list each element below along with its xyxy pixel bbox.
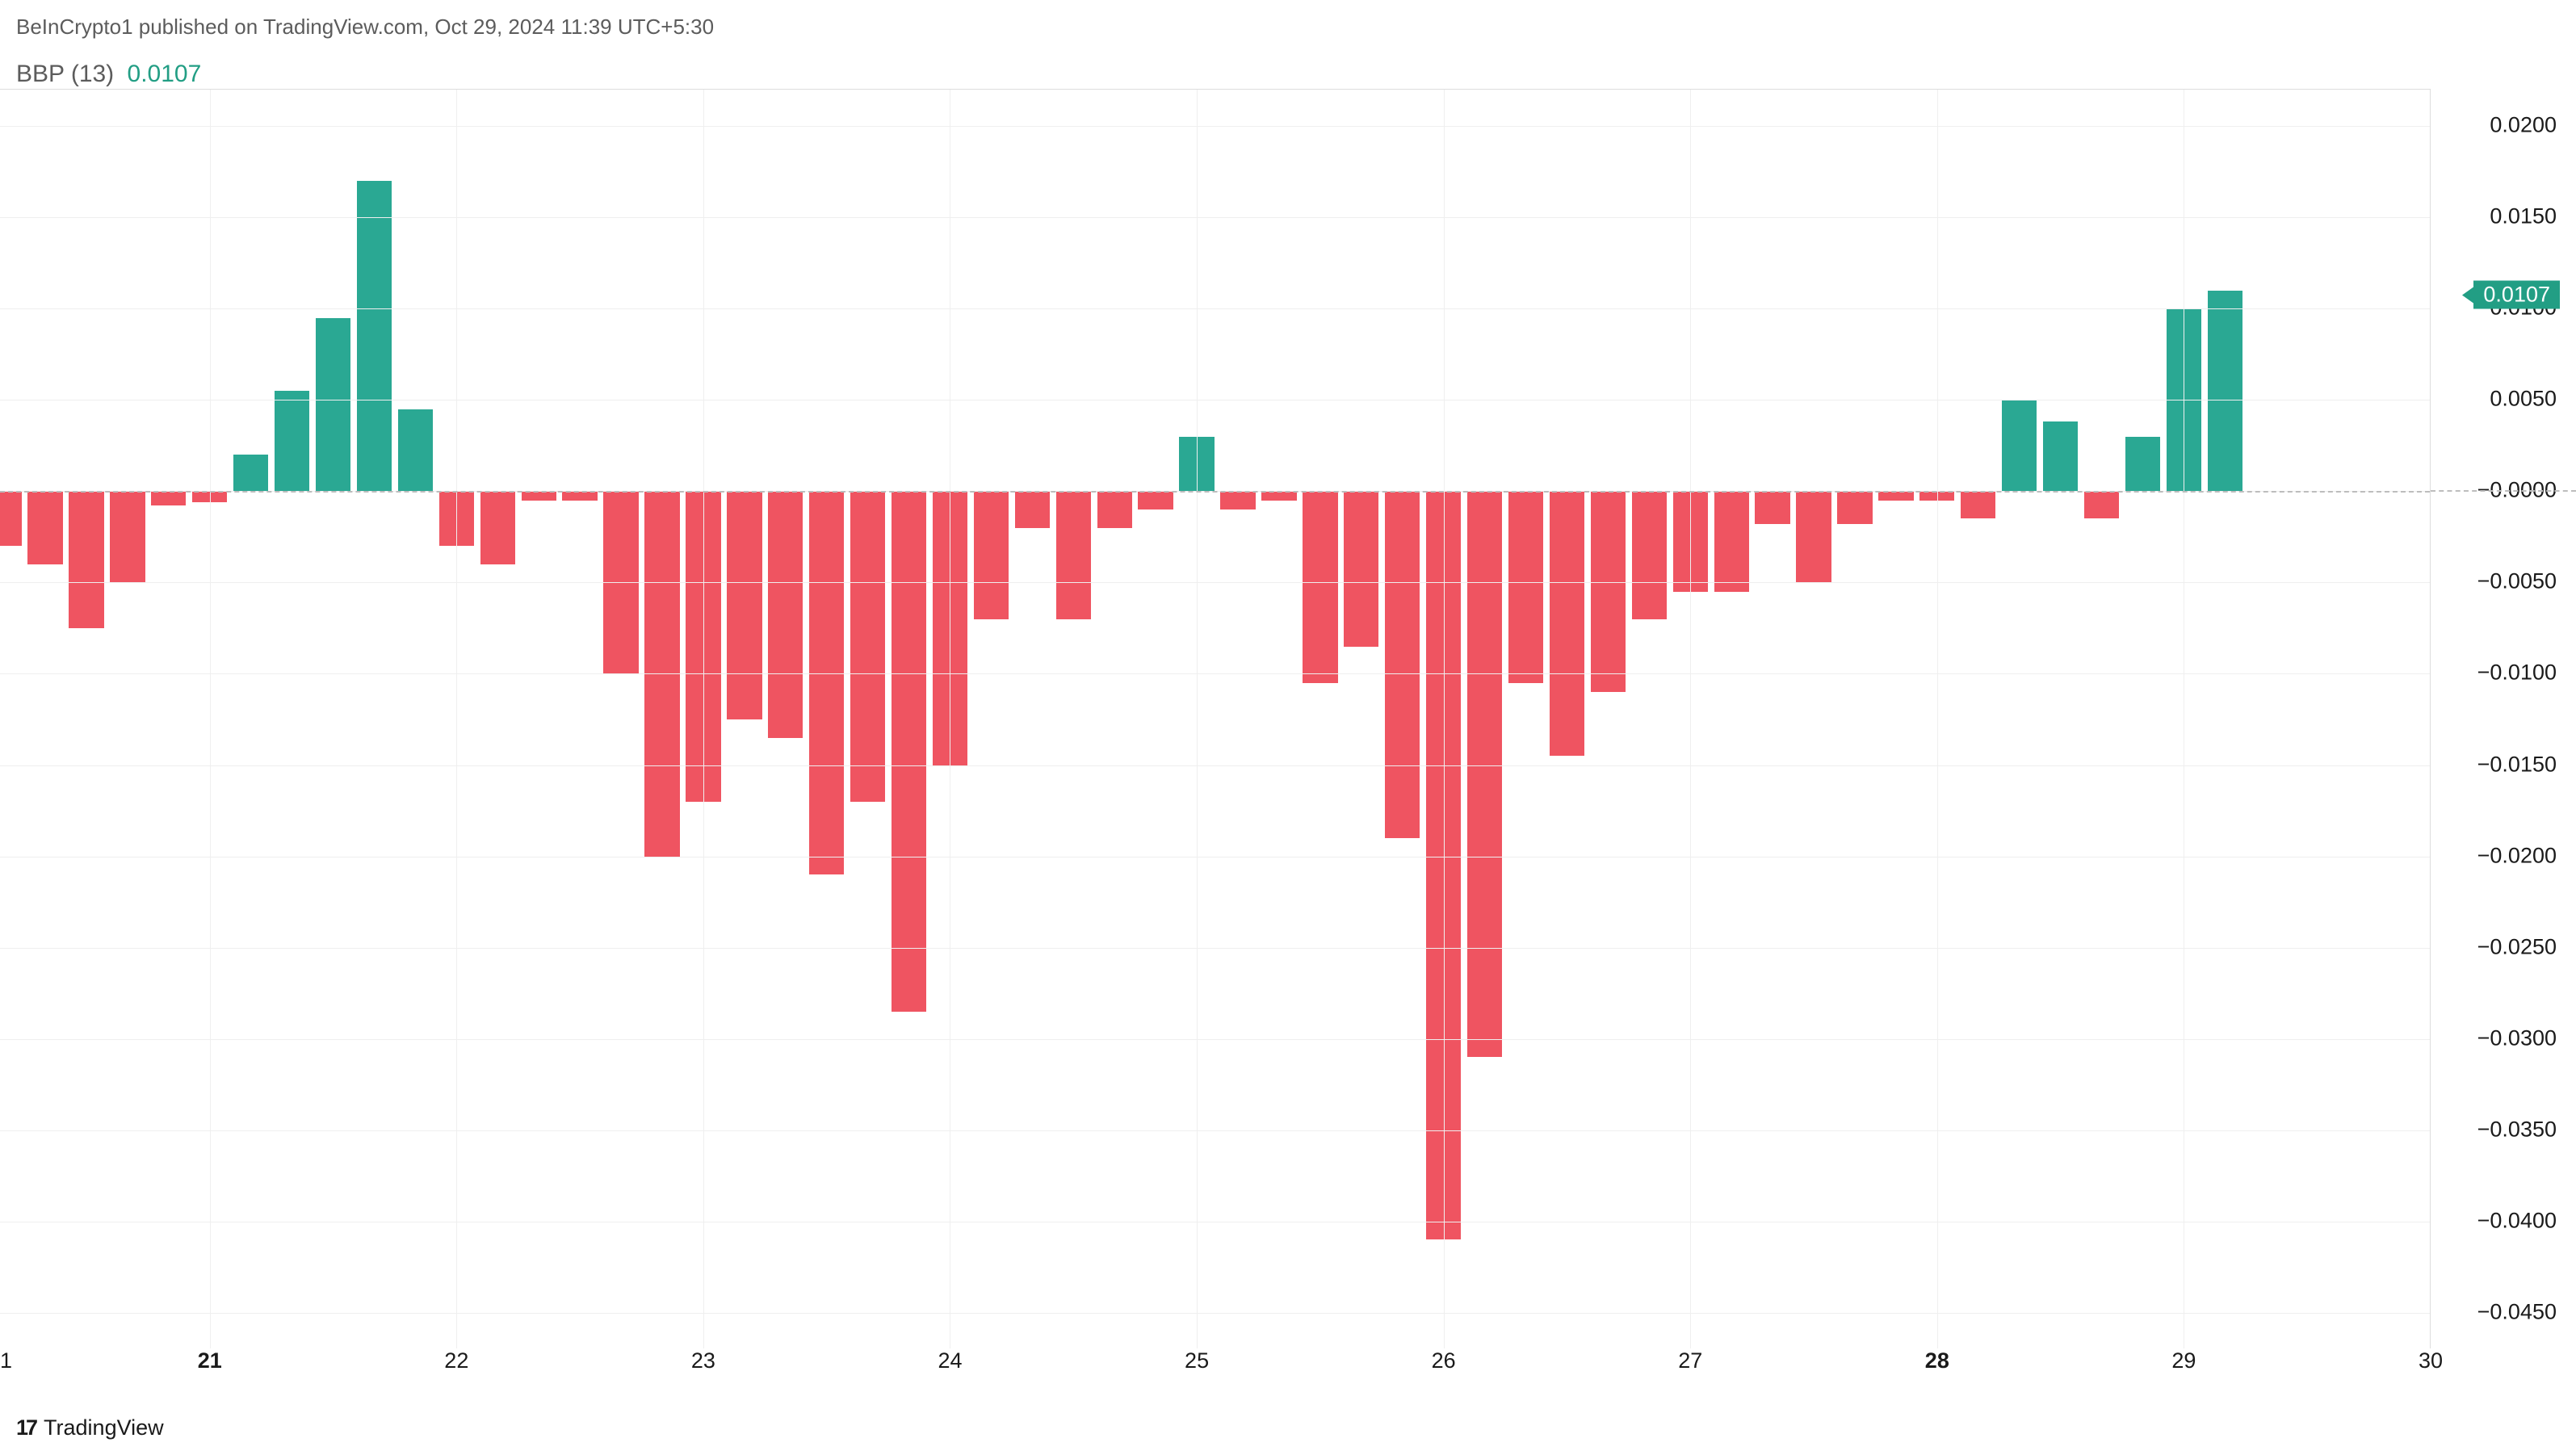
histogram-bar[interactable] bbox=[27, 491, 62, 564]
histogram-bar[interactable] bbox=[2002, 400, 2037, 491]
zero-line-extension bbox=[2431, 490, 2576, 492]
histogram-bar[interactable] bbox=[398, 409, 433, 492]
x-axis-label: 24 bbox=[938, 1348, 962, 1373]
histogram-bar[interactable] bbox=[1097, 491, 1132, 527]
histogram-bar[interactable] bbox=[1591, 491, 1626, 692]
gridline-horizontal bbox=[0, 308, 2430, 309]
y-axis-label: 0.0150 bbox=[2490, 204, 2557, 229]
histogram-bar[interactable] bbox=[1138, 491, 1173, 509]
x-axis-label: 1 bbox=[0, 1348, 12, 1373]
histogram-bar[interactable] bbox=[2208, 291, 2242, 492]
y-axis-label: −0.0450 bbox=[2477, 1299, 2557, 1324]
gridline-vertical bbox=[1690, 90, 1691, 1348]
gridline-horizontal bbox=[0, 765, 2430, 766]
x-axis-label: 28 bbox=[1925, 1348, 1949, 1373]
y-axis-label: −0.0150 bbox=[2477, 752, 2557, 777]
indicator-value: 0.0107 bbox=[128, 61, 202, 87]
histogram-bar[interactable] bbox=[1796, 491, 1831, 582]
histogram-bar[interactable] bbox=[727, 491, 761, 719]
histogram-bar[interactable] bbox=[1837, 491, 1872, 524]
histogram-bar[interactable] bbox=[1550, 491, 1584, 756]
gridline-horizontal bbox=[0, 1313, 2430, 1314]
histogram-bar[interactable] bbox=[110, 491, 145, 582]
histogram-bar[interactable] bbox=[1220, 491, 1255, 509]
gridline-vertical bbox=[456, 90, 457, 1348]
chart-attribution: BeInCrypto1 published on TradingView.com… bbox=[16, 15, 714, 40]
indicator-legend: BBP (13) 0.0107 bbox=[16, 61, 201, 88]
histogram-bar[interactable] bbox=[1056, 491, 1091, 618]
x-axis-label: 22 bbox=[444, 1348, 468, 1373]
y-axis[interactable]: 0.02000.01500.01000.0050−0.0000−0.0050−0… bbox=[2431, 89, 2576, 1348]
histogram-bar[interactable] bbox=[275, 391, 309, 491]
zero-line bbox=[0, 491, 2430, 493]
y-axis-label: −0.0200 bbox=[2477, 843, 2557, 868]
histogram-bar[interactable] bbox=[1714, 491, 1749, 591]
y-axis-label: −0.0300 bbox=[2477, 1025, 2557, 1050]
y-axis-label: −0.0250 bbox=[2477, 934, 2557, 959]
histogram-bar[interactable] bbox=[0, 491, 22, 546]
current-value-badge: 0.0107 bbox=[2473, 281, 2560, 309]
histogram-bar[interactable] bbox=[1632, 491, 1667, 618]
histogram-bar[interactable] bbox=[1467, 491, 1502, 1057]
histogram-bar[interactable] bbox=[151, 491, 186, 505]
histogram-bar[interactable] bbox=[974, 491, 1009, 618]
histogram-bar[interactable] bbox=[69, 491, 103, 628]
gridline-vertical bbox=[1444, 90, 1445, 1348]
histogram-bar[interactable] bbox=[357, 181, 392, 491]
bars-layer bbox=[0, 90, 2430, 1348]
gridline-horizontal bbox=[0, 126, 2430, 127]
y-axis-label: 0.0050 bbox=[2490, 387, 2557, 412]
histogram-bar[interactable] bbox=[2043, 421, 2078, 491]
histogram-bar[interactable] bbox=[892, 491, 926, 1011]
y-axis-label: −0.0350 bbox=[2477, 1117, 2557, 1142]
tradingview-watermark: 17 TradingView bbox=[16, 1415, 164, 1440]
histogram-bar[interactable] bbox=[480, 491, 515, 564]
histogram-bar[interactable] bbox=[2084, 491, 2119, 518]
histogram-bar[interactable] bbox=[768, 491, 803, 737]
x-axis-label: 26 bbox=[1432, 1348, 1456, 1373]
gridline-vertical bbox=[703, 90, 704, 1348]
current-value-text: 0.0107 bbox=[2483, 283, 2550, 307]
histogram-bar[interactable] bbox=[850, 491, 885, 801]
gridline-horizontal bbox=[0, 1130, 2430, 1131]
gridline-horizontal bbox=[0, 1039, 2430, 1040]
gridline-horizontal bbox=[0, 582, 2430, 583]
gridline-vertical bbox=[1937, 90, 1938, 1348]
y-axis-label: −0.0100 bbox=[2477, 660, 2557, 686]
histogram-bar[interactable] bbox=[1755, 491, 1789, 524]
x-axis-label: 21 bbox=[198, 1348, 222, 1373]
x-axis-label: 23 bbox=[691, 1348, 715, 1373]
gridline-vertical bbox=[210, 90, 211, 1348]
gridline-vertical bbox=[1197, 90, 1198, 1348]
histogram-bar[interactable] bbox=[1303, 491, 1337, 682]
y-axis-label: 0.0200 bbox=[2490, 113, 2557, 138]
indicator-name: BBP (13) bbox=[16, 61, 114, 87]
histogram-bar[interactable] bbox=[809, 491, 844, 874]
x-axis-label: 27 bbox=[1678, 1348, 1702, 1373]
histogram-bar[interactable] bbox=[1344, 491, 1378, 646]
histogram-bar[interactable] bbox=[1961, 491, 1995, 518]
histogram-bar[interactable] bbox=[316, 318, 350, 492]
histogram-bar[interactable] bbox=[1508, 491, 1543, 682]
y-axis-label: −0.0050 bbox=[2477, 569, 2557, 594]
gridline-horizontal bbox=[0, 217, 2430, 218]
gridline-horizontal bbox=[0, 673, 2430, 674]
histogram-bar[interactable] bbox=[233, 455, 268, 491]
x-axis[interactable]: 121222324252627282930 bbox=[0, 1348, 2431, 1389]
tradingview-logo-icon: 17 bbox=[16, 1415, 36, 1440]
x-axis-label: 29 bbox=[2171, 1348, 2196, 1373]
histogram-bar[interactable] bbox=[2125, 437, 2160, 492]
histogram-bar[interactable] bbox=[1385, 491, 1420, 838]
x-axis-label: 30 bbox=[2419, 1348, 2443, 1373]
gridline-horizontal bbox=[0, 948, 2430, 949]
histogram-bar[interactable] bbox=[1015, 491, 1050, 527]
y-axis-label: −0.0400 bbox=[2477, 1208, 2557, 1233]
tradingview-text: TradingView bbox=[44, 1415, 164, 1440]
x-axis-label: 25 bbox=[1185, 1348, 1209, 1373]
chart-plot-area[interactable] bbox=[0, 89, 2431, 1348]
